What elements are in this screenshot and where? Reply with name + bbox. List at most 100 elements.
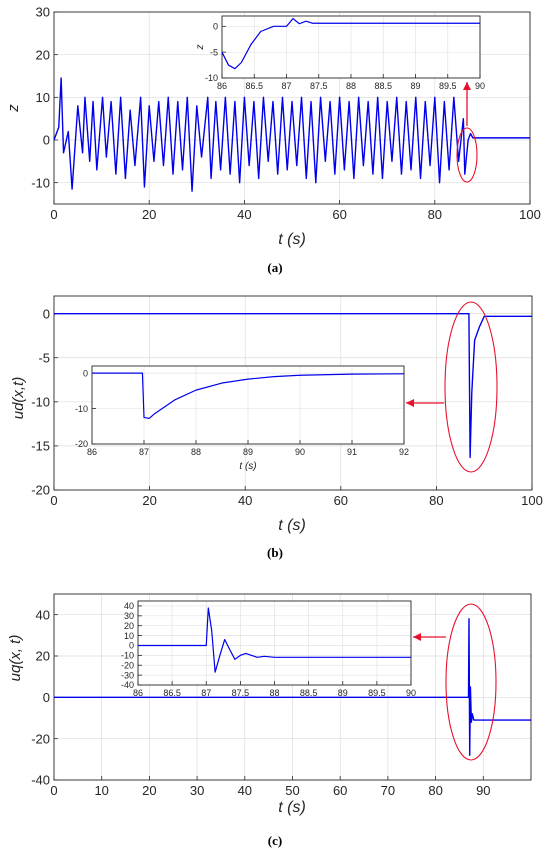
caption-b: (b) [267,545,283,560]
panel-b-inset-tick-label-y: -20 [75,439,88,449]
panel-c-tick-label-y: -20 [31,731,50,746]
panel-b-tick-label-y: -15 [31,439,50,454]
panel-a-inset: 86 86.5 87 87.5 88 88.5 89 89.5 90 -10 -5 0 z [195,15,485,91]
panel-b-tick-label-y: -20 [31,483,50,498]
panel-c-tick-label-x: 20 [142,783,156,798]
panel-b-tick-label-y: -5 [38,350,50,365]
panel-a-tick-label-y: 0 [43,133,50,148]
panel-c-inset-tick-label-x: 90 [406,688,416,698]
panel-a-inset-tick-label-x: 87 [281,81,291,91]
panel-b-inset-tick-label-y: -10 [75,404,88,414]
panel-c-tick-label-x: 40 [238,783,252,798]
panel-a-tick-label-x: 0 [50,207,57,222]
panel-c-inset-tick-label-y: -30 [121,670,134,680]
panel-c-series-line [54,618,531,756]
panel-c-tick-label-x: 30 [190,783,204,798]
panel-a: 0 20 40 60 80 100 -10 0 10 20 30 z t (s) 86 86.5 87 87.5… [5,5,541,248]
panel-b-tick-label-x: 0 [50,493,57,508]
panel-a-tick-label-x: 80 [428,207,442,222]
panel-c-inset-tick-label-x: 89 [338,688,348,698]
panel-c-inset-tick-label-y: 30 [124,611,134,621]
panel-b-tick-label-x: 100 [521,493,543,508]
panel-a-tick-label-x: 60 [332,207,346,222]
panel-c-zoom-ellipse [445,603,497,761]
panel-a-inset-tick-label-x: 88.5 [374,81,392,91]
panel-c-tick-label-x: 70 [381,783,395,798]
panel-a-inset-tick-label-x: 87.5 [310,81,328,91]
panel-a-tick-label-x: 20 [142,207,156,222]
panel-c-tick-label-x: 80 [428,783,442,798]
caption-c: (c) [268,833,282,848]
panel-a-zoom-ellipse [456,127,478,183]
panel-a-inset-tick-label-x: 86.5 [245,81,263,91]
panel-a-inset-y-axis-label: z [195,45,206,51]
panel-c-x-axis-label: t (s) [278,799,306,816]
panel-c-zoom-arrow-head [413,633,421,641]
panel-b-zoom-ellipse [444,301,498,473]
panel-a-zoom-arrow-head [463,82,471,90]
panel-c-inset-tick-label-x: 86.5 [163,688,181,698]
panel-c-inset-tick-label-x: 87 [201,688,211,698]
panel-c-inset-tick-label-y: 10 [124,631,134,641]
panel-b-axes-frame [53,295,533,491]
panel-b-tick-label-y: 0 [43,306,50,321]
panel-a-inset-tick-label-x: 89 [410,81,420,91]
panel-b-series-line [54,312,532,459]
panel-b-zoom-arrow-head [406,399,414,407]
panel-a-y-axis-label: z [5,104,22,113]
panel-c-tick-label-x: 90 [476,783,490,798]
panel-c-inset-tick-label-x: 89.5 [368,688,386,698]
panel-c-tick-label-x: 50 [285,783,299,798]
panel-a-series-line [53,77,530,192]
panel-a-inset-series-line [221,17,480,70]
panel-b-inset-tick-label-x: 92 [399,447,409,457]
panel-b-tick-label-y: -10 [31,394,50,409]
panel-a-inset-tick-label-x: 88 [346,81,356,91]
panel-c-tick-label-y: 0 [43,690,50,705]
panel-a-tick-label-x: 100 [519,207,541,222]
panel-b-tick-label-x: 20 [142,493,156,508]
panel-c-inset-tick-label-y: -20 [121,660,134,670]
panel-b-inset-x-axis-label: t (s) [239,461,256,472]
panel-c-inset-tick-label-y: 0 [129,641,134,651]
panel-a-tick-label-y: -10 [31,175,50,190]
panel-b-tick-label-x: 80 [429,493,443,508]
panel-b-inset-tick-label-x: 91 [347,447,357,457]
panel-b-tick-label-x: 60 [334,493,348,508]
panel-c-tick-label-y: -40 [31,773,50,788]
caption-a: (a) [267,260,282,275]
panel-c-inset-tick-label-x: 88 [269,688,279,698]
panel-b-inset-tick-label-x: 87 [139,447,149,457]
panel-b-x-axis-label: t (s) [278,517,306,534]
panel-a-inset-tick-label-x: 89.5 [439,81,457,91]
panel-a-inset-tick-label-x: 90 [475,81,485,91]
panel-b-inset: 86 87 88 89 90 91 92 -20 -10 0 t (s) [75,365,409,472]
panel-c-tick-label-x: 10 [94,783,108,798]
panel-c-inset: 86 86.5 87 87.5 88 88.5 89 89.5 90 -40-30-20-1001… [121,600,416,698]
panel-c-inset-tick-label-y: -10 [121,651,134,661]
panel-a-tick-label-y: 10 [36,90,50,105]
panel-c-inset-tick-label-x: 88.5 [300,688,318,698]
panel-b-inset-tick-label-x: 89 [243,447,253,457]
panel-a-tick-label-y: 20 [36,47,50,62]
panel-b-y-axis-label: ud(x,t) [10,377,27,420]
panel-c-inset-series-line [138,607,411,673]
panel-c-inset-tick-label-x: 86 [133,688,143,698]
panel-c-tick-label-x: 60 [333,783,347,798]
panel-c-tick-label-y: 40 [36,607,50,622]
panel-c-y-axis-label: uq(x, t) [7,635,24,682]
panel-a-inset-tick-label-y: -5 [210,47,218,57]
panel-c-tick-label-y: 20 [36,649,50,664]
panel-a-tick-label-x: 40 [237,207,251,222]
panel-b: 0 20 40 60 80 100 -20 -15 -10 -5 0 ud(x,t) t (s) 86 87… [10,295,543,534]
panel-a-x-axis-label: t (s) [278,231,306,248]
panel-b-inset-series-line [92,372,405,420]
panel-b-tick-label-x: 40 [238,493,252,508]
panel-c-inset-tick-label-y: 40 [124,601,134,611]
panel-a-inset-tick-label-y: -10 [205,73,218,83]
panel-a-axes-frame [53,11,531,205]
panel-b-inset-tick-label-x: 90 [295,447,305,457]
panel-b-inset-tick-label-x: 86 [87,447,97,457]
panel-c-inset-tick-label-y: 20 [124,621,134,631]
